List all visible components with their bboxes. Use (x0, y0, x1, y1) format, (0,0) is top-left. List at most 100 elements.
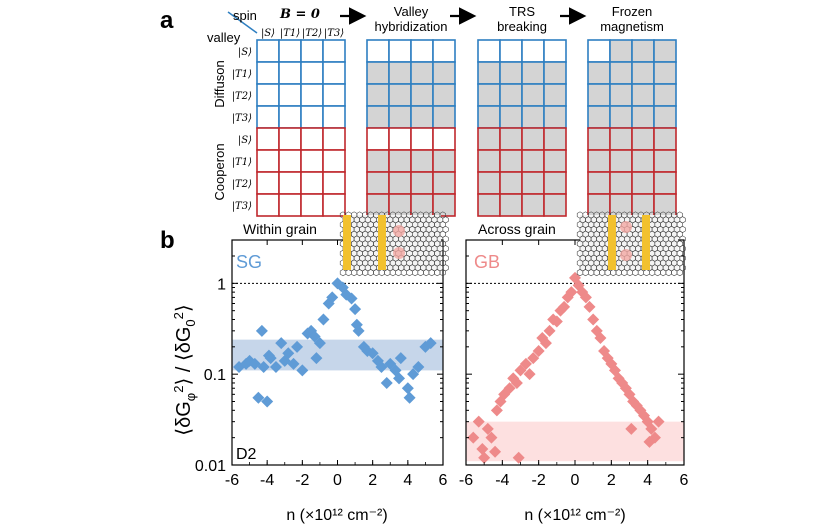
spin-valley-divider (227, 11, 258, 34)
grid-cell (366, 83, 390, 107)
spin-label: spin (233, 8, 257, 23)
grid-cell (256, 105, 280, 129)
sg-data-point (257, 360, 270, 373)
grid-cell (410, 149, 434, 173)
inset-across-grain-lattice (576, 211, 686, 277)
grid-cell (366, 61, 390, 85)
grid-cell (300, 149, 324, 173)
grid-cell (521, 61, 545, 85)
grid-cell (631, 61, 655, 85)
row-state-label: |T1⟩ (232, 157, 252, 168)
panel-b-label: b (160, 227, 175, 254)
sg-data-point (296, 364, 309, 377)
gb-data-point (550, 315, 563, 328)
column-state-labels: |S⟩ |T1⟩ |T2⟩ |T3⟩ (261, 28, 344, 39)
sg-data-point (380, 376, 393, 389)
x-tick-label: -2 (295, 472, 309, 489)
grid-cell (278, 193, 302, 217)
y-tick-label: 0.1 (204, 367, 226, 384)
grid-cell (609, 83, 633, 107)
grid-cell (609, 149, 633, 173)
row-state-labels: |S⟩ |T1⟩ |T2⟩ |T3⟩ |S⟩ |T1⟩ |T2⟩ |T3⟩ (232, 47, 252, 212)
grid-cell (278, 83, 302, 107)
grid-cell (388, 39, 412, 63)
grid-cell (432, 127, 456, 151)
stage-title: magnetism (600, 19, 664, 34)
sg-legend: SG (236, 252, 262, 272)
grid-cell (300, 127, 324, 151)
panel-b: b ⟨δGφ2⟩ / ⟨δG02⟩ -6 -4 -2 0 2 4 6 0.01 0.1 1 Wit… (160, 211, 689, 524)
grid-cell (653, 105, 677, 129)
grid-cell (609, 105, 633, 129)
sg-data-point (269, 360, 282, 373)
grid-cell (322, 127, 346, 151)
x-tick-label: 4 (403, 472, 412, 489)
col-state-label: |T1⟩ (280, 28, 300, 39)
grid-cell (543, 105, 567, 129)
x-tick-label: 0 (333, 472, 342, 489)
gb-data-point (510, 376, 523, 389)
grid-cell (631, 83, 655, 107)
gb-data-point (587, 313, 600, 326)
sg-data-point (401, 382, 414, 395)
grid-cell (432, 61, 456, 85)
grid-cell (587, 61, 611, 85)
sg-data-point (407, 368, 420, 381)
grid-cell (499, 39, 523, 63)
grid-cell (543, 127, 567, 151)
sg-data-point (393, 372, 406, 385)
x-tick-label: 2 (607, 472, 616, 489)
grid-cell (499, 83, 523, 107)
grid-cell (587, 39, 611, 63)
grid-cell (521, 127, 545, 151)
col-state-label: |T3⟩ (324, 28, 344, 39)
grid-cell (653, 127, 677, 151)
panel-a-label: a (160, 7, 174, 34)
stage-title: Frozen (612, 4, 652, 19)
grid-diffuson-0 (256, 39, 346, 129)
grid-cell (543, 171, 567, 195)
sg-data-point (275, 337, 288, 350)
grid-cell (477, 83, 501, 107)
grid-cell (653, 61, 677, 85)
grid-diffuson-3 (587, 39, 677, 129)
grid-cell (256, 83, 280, 107)
row-name-diffuson: Diffuson (212, 60, 227, 107)
row-state-label: |T2⟩ (232, 91, 252, 102)
stage-title: TRS (509, 4, 535, 19)
row-state-label: |T3⟩ (232, 113, 252, 124)
grid-cell (256, 61, 280, 85)
grid-cell (300, 39, 324, 63)
sg-data-point (262, 349, 275, 362)
gb-data-point (565, 286, 578, 299)
y-tick-label: 1 (217, 276, 226, 293)
y-axis-label: ⟨δGφ2⟩ / ⟨δG02⟩ (171, 304, 198, 435)
grid-cell (256, 193, 280, 217)
gb-data-point (514, 364, 527, 377)
row-state-label: |T3⟩ (232, 201, 252, 212)
gb-data-points (467, 271, 665, 464)
grid-cell (477, 127, 501, 151)
grid-cell (278, 61, 302, 85)
grid-cell (300, 105, 324, 129)
x-tick-label: -2 (532, 472, 546, 489)
grid-cell (609, 171, 633, 195)
grid-cell (322, 105, 346, 129)
grid-cell (631, 39, 655, 63)
y-tick-label: 0.01 (195, 458, 226, 475)
grid-cell (256, 149, 280, 173)
row-names: Diffuson Cooperon (212, 60, 227, 200)
valley-label: valley (207, 30, 241, 45)
grid-cell (499, 171, 523, 195)
gb-data-point (643, 435, 656, 448)
grid-cell (432, 193, 456, 217)
grid-cell (521, 105, 545, 129)
grid-cell (388, 105, 412, 129)
gb-legend: GB (474, 252, 500, 272)
sg-data-point (252, 391, 265, 404)
grid-cell (499, 127, 523, 151)
sg-data-points (233, 277, 437, 408)
grid-cell (256, 39, 280, 63)
grid-diffuson-1 (366, 39, 456, 129)
grid-cell (477, 193, 501, 217)
